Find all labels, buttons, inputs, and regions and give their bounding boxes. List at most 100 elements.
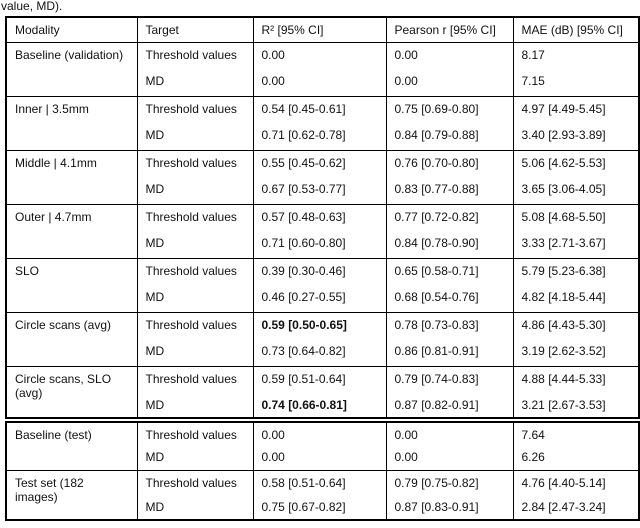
table-row: MD 0.00 0.00 7.15 [6, 69, 640, 96]
modality-cell: Test set (182 images) [5, 469, 138, 520]
mae-cell: 3.19 [2.62-3.52] [512, 339, 640, 366]
pearson-cell: 0.77 [0.72-0.82] [385, 203, 514, 231]
r2-cell: 0.00 [252, 445, 387, 470]
header-modality: Modality [5, 17, 138, 43]
table-row: Baseline (validation) Threshold values 0… [5, 41, 640, 96]
modality-cell: Circle scans, SLO (avg) [5, 365, 138, 420]
target-cell: Threshold values [136, 95, 254, 123]
r2-cell: 0.67 [0.53-0.77] [252, 177, 387, 204]
group-baseline-validation: Baseline (validation) Threshold values 0… [5, 41, 640, 96]
modality-cell: SLO [5, 257, 138, 312]
mae-cell: 7.64 [512, 417, 640, 445]
group-slo: SLO Threshold values 0.39 [0.30-0.46] 0.… [5, 257, 640, 312]
target-cell: Threshold values [136, 365, 254, 393]
mae-cell: 3.33 [2.71-3.67] [512, 231, 640, 258]
table-row: MD 0.71 [0.62-0.78] 0.84 [0.79-0.88] 3.4… [6, 123, 640, 150]
mae-cell: 4.86 [4.43-5.30] [512, 311, 640, 339]
pearson-cell: 0.87 [0.83-0.91] [385, 495, 514, 520]
target-cell: Threshold values [136, 417, 254, 445]
table-header: Modality Target R² [95% CI] Pearson r [9… [5, 17, 640, 43]
modality-cell: Baseline (test) [5, 417, 138, 470]
pearson-cell: 0.75 [0.69-0.80] [385, 95, 514, 123]
pearson-cell: 0.78 [0.73-0.83] [385, 311, 514, 339]
r2-cell-best: 0.59 [0.50-0.65] [252, 311, 387, 339]
r2-cell: 0.39 [0.30-0.46] [252, 257, 387, 285]
header-target: Target [136, 17, 254, 43]
mae-cell: 5.06 [4.62-5.53] [512, 149, 640, 177]
table-row: Inner | 3.5mm Threshold values 0.54 [0.4… [5, 95, 640, 150]
r2-cell: 0.73 [0.64-0.82] [252, 339, 387, 366]
r2-cell: 0.46 [0.27-0.55] [252, 285, 387, 312]
header-pearson: Pearson r [95% CI] [385, 17, 514, 43]
table-row: Outer | 4.7mm Threshold values 0.57 [0.4… [5, 203, 640, 258]
group-middle-41mm: Middle | 4.1mm Threshold values 0.55 [0.… [5, 149, 640, 204]
target-cell: MD [136, 285, 254, 312]
mae-cell: 6.26 [512, 445, 640, 470]
r2-cell: 0.75 [0.67-0.82] [252, 495, 387, 520]
pearson-cell: 0.65 [0.58-0.71] [385, 257, 514, 285]
modality-cell: Baseline (validation) [5, 41, 138, 96]
r2-cell: 0.59 [0.51-0.64] [252, 365, 387, 393]
mae-cell: 4.88 [4.44-5.33] [512, 365, 640, 393]
r2-cell: 0.71 [0.62-0.78] [252, 123, 387, 150]
mae-cell: 7.15 [512, 69, 640, 96]
r2-cell-best: 0.74 [0.66-0.81] [252, 393, 387, 420]
results-table: Modality Target R² [95% CI] Pearson r [9… [5, 16, 640, 521]
pearson-cell: 0.84 [0.79-0.88] [385, 123, 514, 150]
target-cell: MD [136, 495, 254, 520]
header-row: Modality Target R² [95% CI] Pearson r [9… [5, 17, 640, 43]
mae-cell: 3.65 [3.06-4.05] [512, 177, 640, 204]
target-cell: MD [136, 123, 254, 150]
table-row: MD 0.75 [0.67-0.82] 0.87 [0.83-0.91] 2.8… [6, 495, 640, 520]
mae-cell: 8.17 [512, 41, 640, 69]
pearson-cell: 0.86 [0.81-0.91] [385, 339, 514, 366]
table-row: Circle scans (avg) Threshold values 0.59… [5, 311, 640, 366]
mae-cell: 3.40 [2.93-3.89] [512, 123, 640, 150]
group-test-set: Test set (182 images) Threshold values 0… [5, 469, 640, 520]
modality-cell: Inner | 3.5mm [5, 95, 138, 150]
r2-cell: 0.00 [252, 41, 387, 69]
target-cell: Threshold values [136, 203, 254, 231]
group-inner-35mm: Inner | 3.5mm Threshold values 0.54 [0.4… [5, 95, 640, 150]
table-row: Circle scans, SLO (avg) Threshold values… [5, 365, 640, 420]
mae-cell: 2.84 [2.47-3.24] [512, 495, 640, 520]
table-row: MD 0.67 [0.53-0.77] 0.83 [0.77-0.88] 3.6… [6, 177, 640, 204]
table-row: Middle | 4.1mm Threshold values 0.55 [0.… [5, 149, 640, 204]
r2-cell: 0.54 [0.45-0.61] [252, 95, 387, 123]
pearson-cell: 0.84 [0.78-0.90] [385, 231, 514, 258]
modality-cell: Circle scans (avg) [5, 311, 138, 366]
table-row: MD 0.00 0.00 6.26 [6, 445, 640, 470]
header-mae: MAE (dB) [95% CI] [512, 17, 640, 43]
group-outer-47mm: Outer | 4.7mm Threshold values 0.57 [0.4… [5, 203, 640, 258]
target-cell: Threshold values [136, 149, 254, 177]
pearson-cell: 0.79 [0.74-0.83] [385, 365, 514, 393]
target-cell: MD [136, 393, 254, 420]
mae-cell: 4.82 [4.18-5.44] [512, 285, 640, 312]
r2-cell: 0.71 [0.60-0.80] [252, 231, 387, 258]
table-row: MD 0.74 [0.66-0.81] 0.87 [0.82-0.91] 3.2… [6, 393, 640, 420]
mae-cell: 5.08 [4.68-5.50] [512, 203, 640, 231]
modality-cell: Middle | 4.1mm [5, 149, 138, 204]
pearson-cell: 0.00 [385, 417, 514, 445]
target-cell: Threshold values [136, 311, 254, 339]
mae-cell: 5.79 [5.23-6.38] [512, 257, 640, 285]
pearson-cell: 0.00 [385, 445, 514, 470]
pearson-cell: 0.00 [385, 41, 514, 69]
table-row: MD 0.73 [0.64-0.82] 0.86 [0.81-0.91] 3.1… [6, 339, 640, 366]
mae-cell: 4.97 [4.49-5.45] [512, 95, 640, 123]
target-cell: MD [136, 339, 254, 366]
pearson-cell: 0.00 [385, 69, 514, 96]
r2-cell: 0.57 [0.48-0.63] [252, 203, 387, 231]
r2-cell: 0.55 [0.45-0.62] [252, 149, 387, 177]
caption-fragment: value, MD). [1, 0, 63, 13]
target-cell: Threshold values [136, 469, 254, 495]
table-row: MD 0.71 [0.60-0.80] 0.84 [0.78-0.90] 3.3… [6, 231, 640, 258]
target-cell: Threshold values [136, 41, 254, 69]
target-cell: MD [136, 69, 254, 96]
pearson-cell: 0.87 [0.82-0.91] [385, 393, 514, 420]
table-row: SLO Threshold values 0.39 [0.30-0.46] 0.… [5, 257, 640, 312]
r2-cell: 0.00 [252, 69, 387, 96]
table-row: Test set (182 images) Threshold values 0… [5, 469, 640, 520]
target-cell: Threshold values [136, 257, 254, 285]
pearson-cell: 0.76 [0.70-0.80] [385, 149, 514, 177]
